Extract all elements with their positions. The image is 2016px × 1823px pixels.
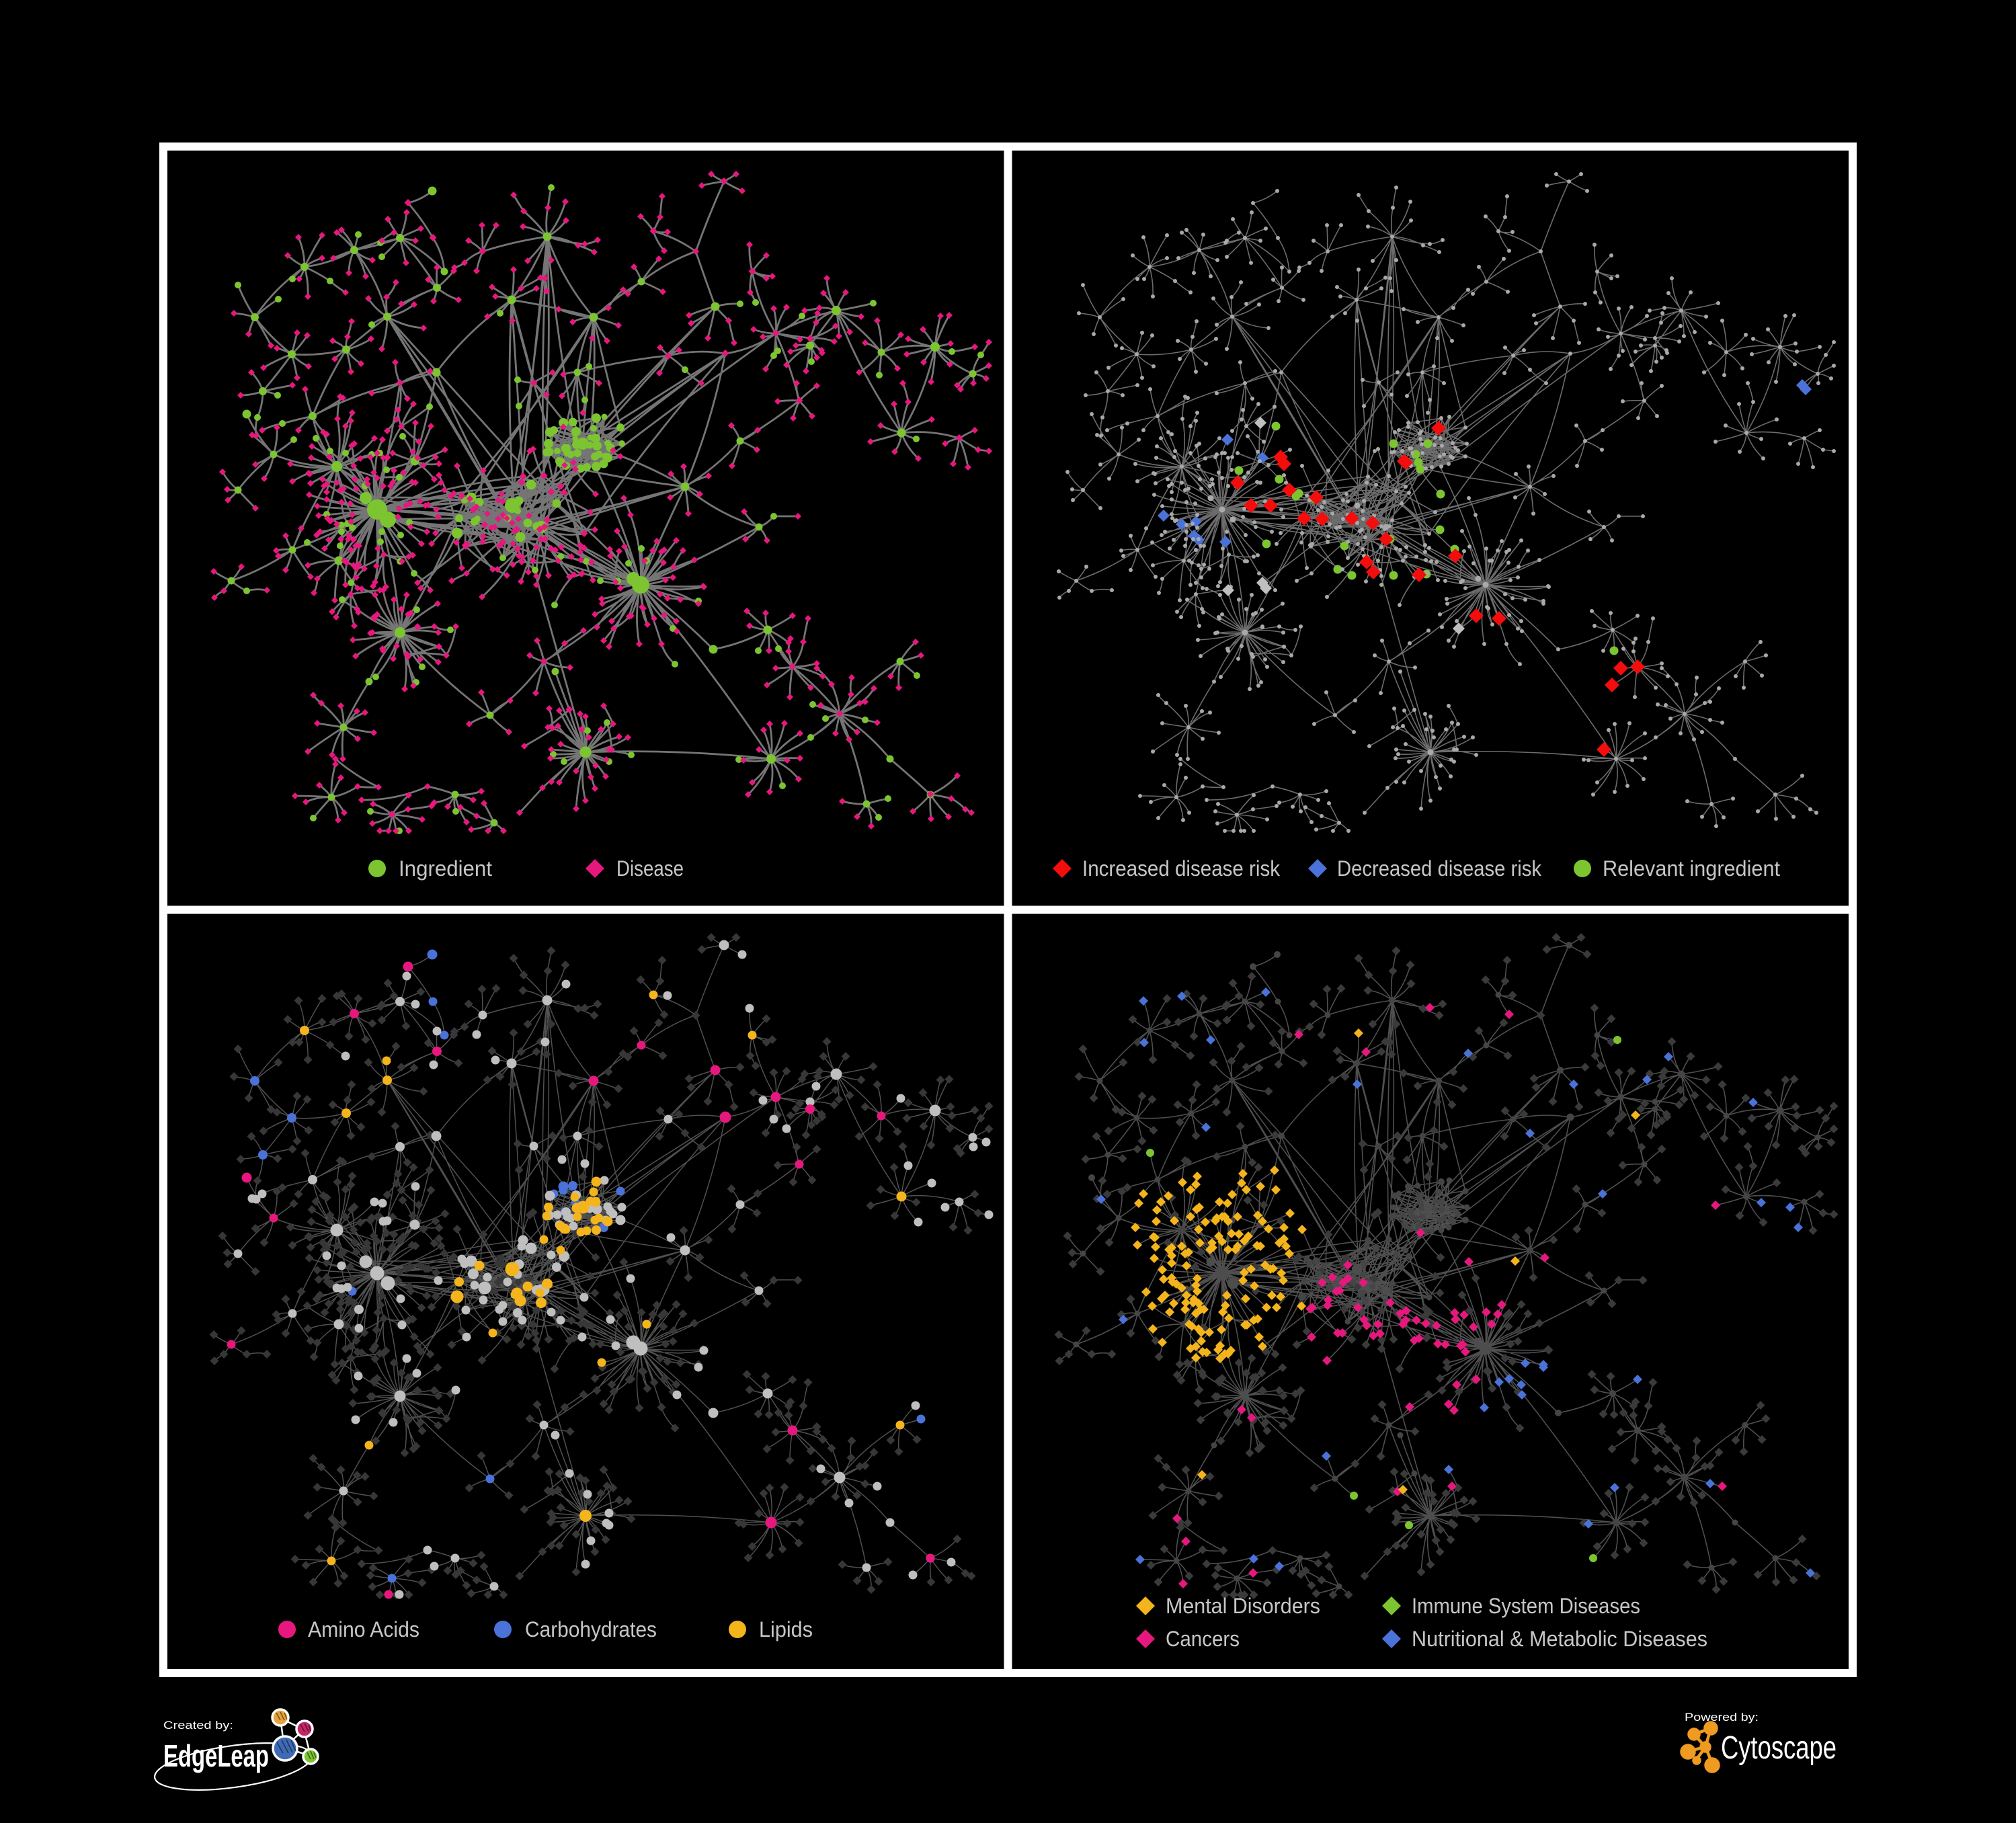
svg-text:Lipids: Lipids bbox=[759, 1617, 813, 1642]
svg-text:Ingredient: Ingredient bbox=[399, 856, 492, 881]
svg-text:Cancers: Cancers bbox=[1166, 1627, 1240, 1651]
svg-text:Decreased disease risk: Decreased disease risk bbox=[1337, 856, 1542, 881]
svg-text:Disease: Disease bbox=[616, 856, 684, 881]
svg-text:Carbohydrates: Carbohydrates bbox=[525, 1617, 657, 1642]
svg-text:Cytoscape: Cytoscape bbox=[1721, 1730, 1837, 1766]
svg-text:Nutritional & Metabolic Diseas: Nutritional & Metabolic Diseases bbox=[1412, 1627, 1707, 1651]
svg-text:Amino Acids: Amino Acids bbox=[308, 1617, 419, 1642]
svg-text:Created by:: Created by: bbox=[163, 1719, 233, 1732]
svg-text:Powered by:: Powered by: bbox=[1685, 1711, 1759, 1724]
svg-text:Relevant ingredient: Relevant ingredient bbox=[1603, 856, 1780, 881]
svg-text:Mental Disorders: Mental Disorders bbox=[1166, 1594, 1320, 1618]
svg-text:Increased disease risk: Increased disease risk bbox=[1082, 856, 1281, 881]
svg-text:Immune System Diseases: Immune System Diseases bbox=[1412, 1594, 1640, 1618]
